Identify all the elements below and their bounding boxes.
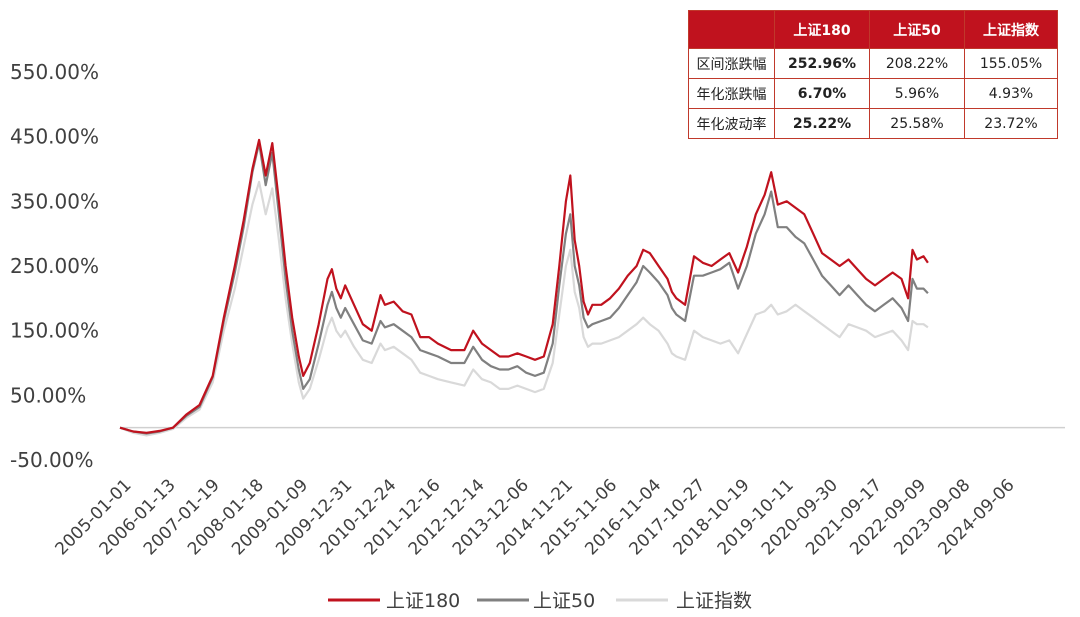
table-header-row: 上证180 上证50 上证指数: [688, 10, 1058, 49]
table-row-label: 年化波动率: [688, 108, 775, 139]
table-cell: 155.05%: [964, 48, 1058, 79]
stats-table: 上证180 上证50 上证指数 区间涨跌幅 252.96% 208.22% 15…: [688, 10, 1058, 139]
table-cell: 23.72%: [964, 108, 1058, 139]
table-cell: 208.22%: [869, 48, 965, 79]
table-row-label: 年化涨跌幅: [688, 78, 775, 109]
y-tick-label: 350.00%: [10, 189, 99, 213]
table-row: 年化涨跌幅 6.70% 5.96% 4.93%: [688, 78, 1058, 109]
series-line: [119, 138, 929, 434]
table-row-label: 区间涨跌幅: [688, 48, 775, 79]
table-cell: 4.93%: [964, 78, 1058, 109]
y-tick-label: -50.00%: [10, 448, 93, 472]
series-layer: [119, 138, 929, 437]
legend-label: 上证指数: [676, 590, 752, 612]
table-col-header: 上证50: [869, 10, 965, 49]
table-corner-cell: [688, 10, 775, 49]
legend: 上证180 上证50 上证指数: [328, 590, 752, 612]
table-cell: 25.22%: [774, 108, 870, 139]
y-tick-label: 250.00%: [10, 254, 99, 278]
legend-label: 上证50: [533, 590, 595, 612]
table-col-header: 上证180: [774, 10, 870, 49]
legend-label: 上证180: [386, 590, 460, 612]
table-col-header: 上证指数: [964, 10, 1058, 49]
y-tick-label: 450.00%: [10, 125, 99, 149]
table-cell: 25.58%: [869, 108, 965, 139]
table-row: 年化波动率 25.22% 25.58% 23.72%: [688, 108, 1058, 139]
x-axis-ticks: 2005-01-012006-01-132007-01-192008-01-18…: [52, 475, 1019, 559]
table-cell: 6.70%: [774, 78, 870, 109]
table-cell: 5.96%: [869, 78, 965, 109]
series-line: [119, 180, 929, 437]
series-line: [119, 142, 929, 435]
y-tick-label: 150.00%: [10, 319, 99, 343]
table-row: 区间涨跌幅 252.96% 208.22% 155.05%: [688, 48, 1058, 79]
y-tick-label: 50.00%: [10, 383, 86, 407]
y-axis-ticks: 550.00% 450.00% 350.00% 250.00% 150.00% 50.00…: [10, 60, 99, 472]
table-cell: 252.96%: [774, 48, 870, 79]
y-tick-label: 550.00%: [10, 60, 99, 84]
